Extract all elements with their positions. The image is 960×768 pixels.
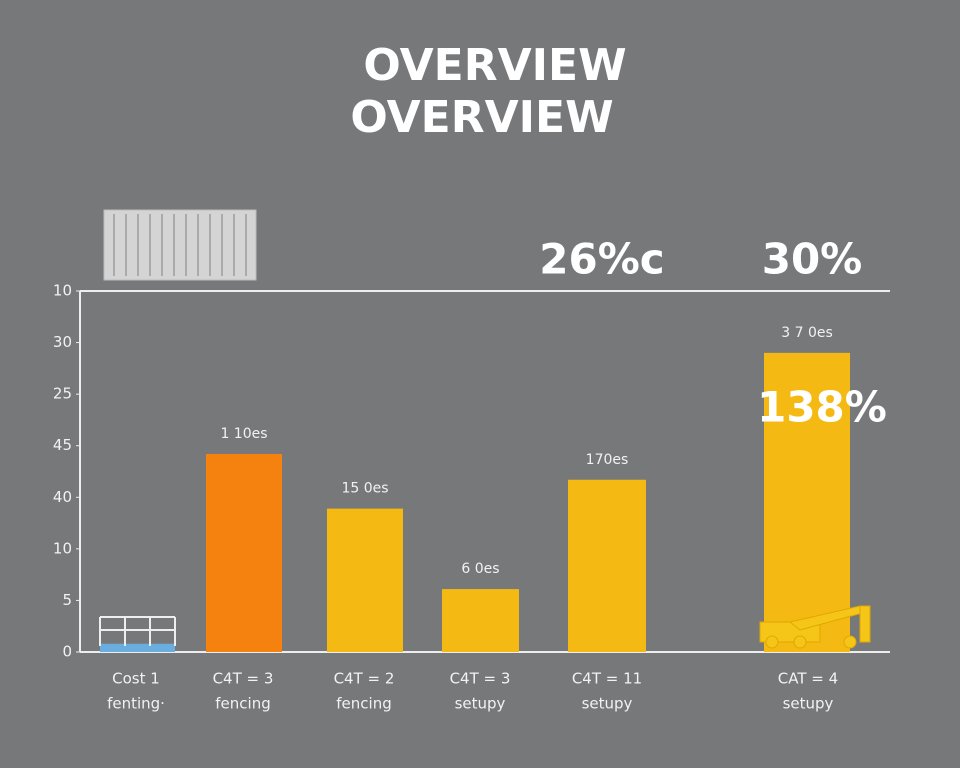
- chart-title: OVERVIEW: [363, 40, 626, 91]
- bar: [100, 643, 175, 652]
- x-tick-label: C4T = 3: [213, 670, 274, 688]
- x-tick-label: Cost 1: [112, 670, 160, 688]
- y-tick-label: 10: [53, 539, 72, 557]
- x-tick-sublabel: fencing: [215, 695, 270, 713]
- bar: [206, 453, 282, 652]
- x-tick-label: C4T = 3: [450, 670, 511, 688]
- x-tick-sublabel: setupy: [455, 695, 506, 713]
- annotation: 30%: [762, 235, 863, 284]
- annotation: 26%c: [539, 235, 664, 284]
- crane-icon: [759, 605, 871, 649]
- bar: [764, 352, 850, 652]
- x-tick-sublabel: fenting·: [107, 695, 165, 713]
- x-tick-label: CAT = 4: [778, 670, 838, 688]
- x-tick-sublabel: setupy: [783, 695, 834, 713]
- y-tick-label: 5: [62, 591, 72, 609]
- y-tick-label: 30: [53, 333, 72, 351]
- value-label: 1 10es: [220, 426, 267, 442]
- y-tick-label: 40: [53, 488, 72, 506]
- y-tick-label: 0: [62, 643, 72, 661]
- fence-icon: [99, 616, 176, 646]
- annotation: 138%: [757, 383, 887, 432]
- value-label: 170es: [586, 452, 629, 468]
- value-label: 15 0es: [341, 481, 388, 497]
- bar: [442, 589, 519, 652]
- y-tick-label: 45: [53, 436, 72, 454]
- x-tick-label: C4T = 11: [572, 670, 642, 688]
- container-icon: [103, 209, 257, 281]
- x-tick-sublabel: fencing: [336, 695, 391, 713]
- value-label: 3 7 0es: [781, 325, 833, 341]
- y-tick-label: 10: [53, 282, 72, 300]
- bars: [99, 352, 850, 652]
- x-tick-label: C4T = 2: [334, 670, 395, 688]
- x-tick-sublabel: setupy: [582, 695, 633, 713]
- bar: [568, 479, 646, 652]
- y-tick-label: 25: [53, 385, 72, 403]
- value-label: 6 0es: [461, 561, 499, 577]
- bar: [327, 508, 403, 652]
- chart-subtitle: OVERVIEW: [350, 92, 613, 143]
